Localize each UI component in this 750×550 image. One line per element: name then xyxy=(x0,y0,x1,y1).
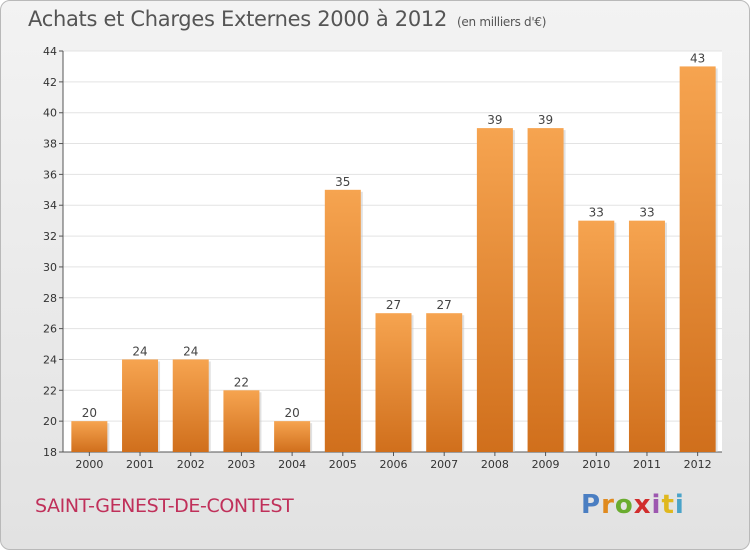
bar-value-label: 39 xyxy=(538,113,553,127)
bar-value-label: 43 xyxy=(690,51,705,65)
bar-value-label: 24 xyxy=(183,344,198,358)
x-tick-label: 2002 xyxy=(177,458,205,471)
y-tick-label: 36 xyxy=(43,168,57,181)
bar-value-label: 33 xyxy=(639,206,654,220)
x-tick-label: 2000 xyxy=(75,458,103,471)
x-tick-label: 2008 xyxy=(481,458,509,471)
bar xyxy=(578,220,615,452)
bar xyxy=(274,421,311,452)
y-tick-label: 40 xyxy=(43,107,57,120)
brand-letter: i xyxy=(651,490,662,520)
chart-title-block: Achats et Charges Externes 2000 à 2012 (e… xyxy=(28,7,546,31)
location-label: SAINT-GENEST-DE-CONTEST xyxy=(35,495,294,517)
bar-value-label: 24 xyxy=(132,344,147,358)
x-tick-label: 2010 xyxy=(582,458,610,471)
brand-letter: x xyxy=(633,490,652,520)
bar xyxy=(324,189,361,453)
x-tick-label: 2006 xyxy=(380,458,408,471)
y-tick-label: 24 xyxy=(43,353,57,366)
x-tick-label: 2011 xyxy=(633,458,661,471)
y-tick-label: 30 xyxy=(43,261,57,274)
y-tick-label: 22 xyxy=(43,384,57,397)
bar xyxy=(375,313,412,452)
bar xyxy=(476,128,513,452)
brand-letter: P xyxy=(581,490,602,520)
x-tick-label: 2009 xyxy=(532,458,560,471)
brand-letter: i xyxy=(674,490,685,520)
bar xyxy=(223,390,260,452)
chart-unit: (en milliers d'€) xyxy=(457,15,547,29)
y-tick-label: 28 xyxy=(43,292,57,305)
brand-letter: o xyxy=(614,490,634,520)
y-tick-label: 44 xyxy=(43,45,57,58)
x-tick-label: 2005 xyxy=(329,458,357,471)
bar-value-label: 20 xyxy=(82,406,97,420)
x-tick-label: 2004 xyxy=(278,458,306,471)
chart-title: Achats et Charges Externes 2000 à 2012 xyxy=(28,7,448,31)
y-tick-label: 42 xyxy=(43,76,57,89)
x-tick-label: 2012 xyxy=(684,458,712,471)
bar-value-label: 20 xyxy=(284,406,299,420)
bar-value-label: 35 xyxy=(335,175,350,189)
x-tick-label: 2001 xyxy=(126,458,154,471)
bar-value-label: 33 xyxy=(589,206,604,220)
bar xyxy=(71,421,108,452)
bar xyxy=(679,66,716,452)
bar xyxy=(628,220,665,452)
bar xyxy=(172,359,209,452)
bar xyxy=(426,313,463,452)
bar-value-label: 27 xyxy=(386,298,401,312)
brand-logo: Proxiti xyxy=(581,490,685,520)
x-tick-label: 2003 xyxy=(227,458,255,471)
y-tick-label: 34 xyxy=(43,199,57,212)
y-tick-label: 38 xyxy=(43,138,57,151)
brand-letter: t xyxy=(661,490,675,520)
brand-letter: r xyxy=(601,490,615,520)
bar-value-label: 27 xyxy=(437,298,452,312)
y-tick-label: 18 xyxy=(43,446,57,459)
bar-value-label: 39 xyxy=(487,113,502,127)
y-tick-label: 20 xyxy=(43,415,57,428)
y-tick-label: 32 xyxy=(43,230,57,243)
y-tick-label: 26 xyxy=(43,323,57,336)
bar xyxy=(122,359,159,452)
x-tick-label: 2007 xyxy=(430,458,458,471)
bar xyxy=(527,128,564,452)
bar-value-label: 22 xyxy=(234,375,249,389)
